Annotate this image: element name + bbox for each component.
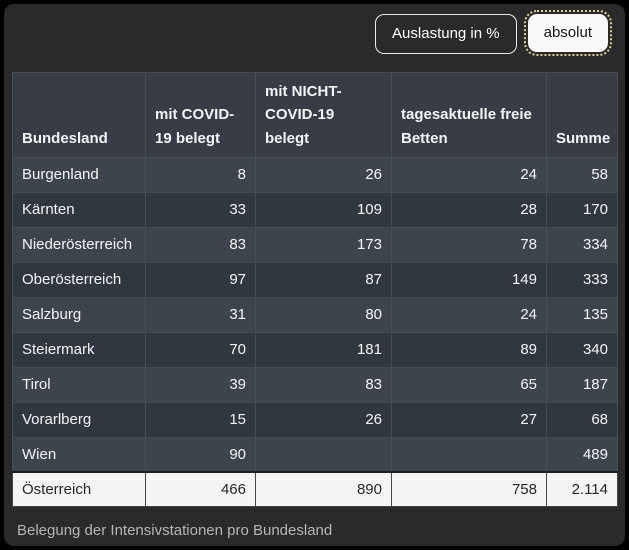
cell-value: 334 <box>546 226 618 263</box>
cell-value: 80 <box>255 296 392 333</box>
cell-value: 26 <box>255 156 392 193</box>
cell-value: 33 <box>145 191 256 228</box>
cell-bundesland: Burgenland <box>12 156 146 193</box>
table-row: Wien 90 489 <box>12 436 618 473</box>
cell-value: 15 <box>145 401 256 438</box>
widget-frame: Auslastung in % absolut Bundesland mit C… <box>4 4 625 546</box>
cell-bundesland: Wien <box>12 436 146 473</box>
view-toggle-toolbar: Auslastung in % absolut <box>4 4 625 58</box>
toggle-absolut-button[interactable]: absolut <box>523 10 613 56</box>
cell-value: 26 <box>255 401 392 438</box>
table-row: Burgenland 8 26 24 58 <box>12 156 618 193</box>
cell-value: 68 <box>546 401 618 438</box>
column-header-summe: Summe <box>546 72 618 158</box>
cell-value <box>391 436 547 473</box>
cell-value: 31 <box>145 296 256 333</box>
table-row: Oberösterreich 97 87 149 333 <box>12 261 618 298</box>
footer-cell-value: 466 <box>145 471 256 507</box>
cell-value: 8 <box>145 156 256 193</box>
table-row: Steiermark 70 181 89 340 <box>12 331 618 368</box>
cell-value: 39 <box>145 366 256 403</box>
cell-bundesland: Vorarlberg <box>12 401 146 438</box>
cell-value: 89 <box>391 331 547 368</box>
cell-value: 97 <box>145 261 256 298</box>
table-row: Kärnten 33 109 28 170 <box>12 191 618 228</box>
table-footer: Österreich 466 890 758 2.114 <box>12 471 618 507</box>
cell-value: 24 <box>391 156 547 193</box>
cell-value: 90 <box>145 436 256 473</box>
table-row: Niederösterreich 83 173 78 334 <box>12 226 618 263</box>
cell-bundesland: Tirol <box>12 366 146 403</box>
table-row: Tirol 39 83 65 187 <box>12 366 618 403</box>
cell-value: 187 <box>546 366 618 403</box>
cell-value: 135 <box>546 296 618 333</box>
footer-row: Österreich 466 890 758 2.114 <box>12 471 618 507</box>
cell-value: 87 <box>255 261 392 298</box>
cell-value: 170 <box>546 191 618 228</box>
footer-cell-value: 2.114 <box>546 471 618 507</box>
cell-value: 58 <box>546 156 618 193</box>
table-body: Burgenland 8 26 24 58 Kärnten 33 109 28 170 Nieder… <box>12 156 618 473</box>
cell-value: 333 <box>546 261 618 298</box>
table-row: Salzburg 31 80 24 135 <box>12 296 618 333</box>
cell-value: 78 <box>391 226 547 263</box>
column-header-bundesland: Bundesland <box>12 72 146 158</box>
cell-bundesland: Salzburg <box>12 296 146 333</box>
cell-value: 149 <box>391 261 547 298</box>
icu-occupancy-table: Bundesland mit COVID-19 belegt mit NICHT… <box>12 72 618 507</box>
cell-value: 83 <box>145 226 256 263</box>
table-row: Vorarlberg 15 26 27 68 <box>12 401 618 438</box>
cell-value: 28 <box>391 191 547 228</box>
cell-value: 109 <box>255 191 392 228</box>
header-row: Bundesland mit COVID-19 belegt mit NICHT… <box>12 72 618 158</box>
cell-value: 24 <box>391 296 547 333</box>
cell-value: 340 <box>546 331 618 368</box>
cell-value: 27 <box>391 401 547 438</box>
cell-value: 181 <box>255 331 392 368</box>
footer-cell-value: 890 <box>255 471 392 507</box>
column-header-nicht-covid-belegt: mit NICHT-COVID-19 belegt <box>255 72 392 158</box>
cell-bundesland: Steiermark <box>12 331 146 368</box>
footer-cell-value: 758 <box>391 471 547 507</box>
cell-bundesland: Niederösterreich <box>12 226 146 263</box>
cell-bundesland: Kärnten <box>12 191 146 228</box>
cell-value: 65 <box>391 366 547 403</box>
cell-value <box>255 436 392 473</box>
footer-cell-bundesland: Österreich <box>12 471 146 507</box>
cell-value: 70 <box>145 331 256 368</box>
column-header-covid-belegt: mit COVID-19 belegt <box>145 72 256 158</box>
cell-value: 489 <box>546 436 618 473</box>
table-caption: Belegung der Intensivstationen pro Bunde… <box>17 521 333 539</box>
cell-value: 173 <box>255 226 392 263</box>
toggle-auslastung-button[interactable]: Auslastung in % <box>375 14 517 54</box>
cell-bundesland: Oberösterreich <box>12 261 146 298</box>
column-header-freie-betten: tagesaktuelle freie Betten <box>391 72 547 158</box>
cell-value: 83 <box>255 366 392 403</box>
table-header: Bundesland mit COVID-19 belegt mit NICHT… <box>12 72 618 158</box>
